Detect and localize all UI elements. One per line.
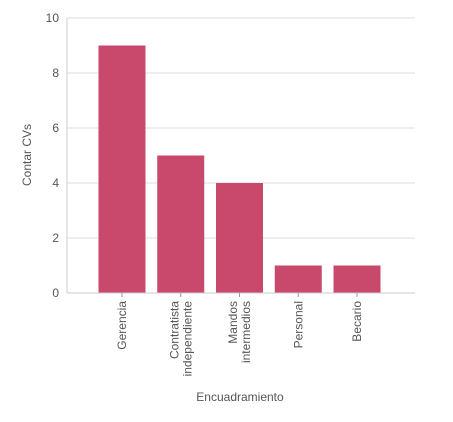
- y-axis-title: Contar CVs: [20, 124, 34, 186]
- y-tick-label: 8: [52, 66, 59, 80]
- x-tick-label: Personal: [291, 301, 305, 348]
- bars-layer: [98, 45, 381, 293]
- y-tick-label: 4: [52, 176, 59, 190]
- x-tick-label: Mandos: [226, 301, 240, 344]
- x-axis-title: Encuadramiento: [196, 390, 284, 404]
- x-tick-label: independiente: [180, 301, 194, 377]
- axes-layer: 0 2 4 6 8 10 Gerencia Contratista independiente M…: [46, 11, 415, 376]
- x-tick-label: Becario: [350, 301, 364, 342]
- x-tick-label: Gerencia: [115, 301, 129, 350]
- bar: [333, 265, 381, 293]
- bar: [274, 265, 322, 293]
- bar: [216, 183, 263, 293]
- x-tick-label: Contratista: [167, 301, 181, 359]
- y-tick-label: 10: [46, 11, 60, 25]
- y-tick-label: 6: [52, 121, 59, 135]
- x-tick-label: intermedios: [239, 301, 253, 363]
- bar: [98, 45, 146, 293]
- y-tick-label: 2: [52, 231, 59, 245]
- y-tick-label: 0: [52, 286, 59, 300]
- bar: [157, 155, 205, 293]
